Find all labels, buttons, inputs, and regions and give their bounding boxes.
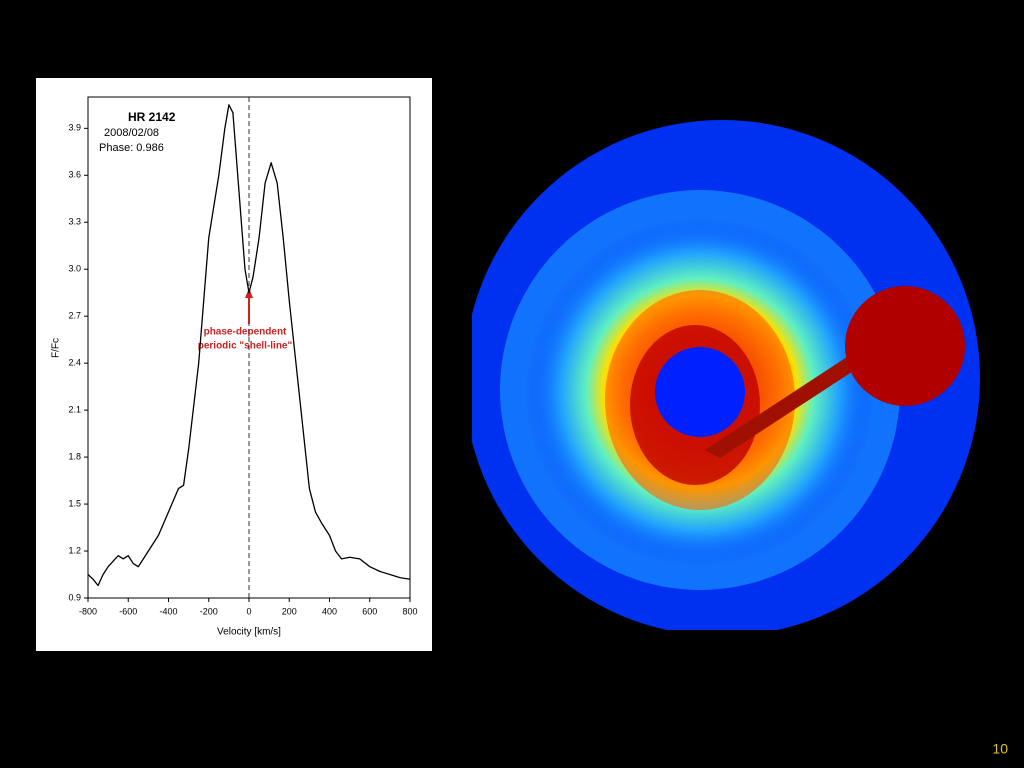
x-axis-label: Velocity [km/s]: [217, 627, 281, 638]
simulation-image: [472, 120, 980, 630]
chart: HR 2142 2008/02/08 Phase: 0.986 phase-de…: [51, 96, 418, 638]
x-tick-label: -200: [200, 606, 218, 616]
x-tick-label: 400: [322, 606, 337, 616]
x-tick-label: -800: [79, 606, 97, 616]
chart-panel: [36, 78, 432, 651]
x-tick-label: -400: [159, 606, 177, 616]
y-tick-label: 1.5: [68, 498, 81, 508]
x-tick-label: -600: [119, 606, 137, 616]
page-number: 10: [992, 741, 1008, 757]
y-tick-label: 3.3: [68, 217, 81, 227]
y-tick-label: 2.1: [68, 405, 81, 415]
annotation: Phase: 0.986: [99, 142, 164, 154]
x-tick-label: 800: [402, 606, 417, 616]
annotation: phase-dependent: [204, 327, 287, 338]
y-tick-label: 2.7: [68, 311, 81, 321]
line-series: [87, 104, 411, 587]
sim-stream: [705, 355, 858, 458]
y-axis-label: F/Fc: [51, 338, 62, 358]
y-tick-label: 3.9: [68, 123, 81, 133]
sim-star: [655, 347, 745, 437]
y-tick-label: 0.9: [68, 592, 81, 602]
chart-title: HR 2142: [128, 110, 176, 124]
y-tick-label: 1.2: [68, 545, 81, 555]
annotation: periodic "shell-line": [198, 341, 293, 352]
x-tick-label: 0: [246, 606, 251, 616]
y-tick-label: 2.4: [68, 358, 81, 368]
y-tick-label: 1.8: [68, 451, 81, 461]
y-tick-label: 3.6: [68, 170, 81, 180]
x-tick-label: 600: [362, 606, 377, 616]
sim-companion: [845, 286, 965, 406]
y-tick-label: 3.0: [68, 264, 81, 274]
annotation: 2008/02/08: [104, 127, 159, 139]
x-tick-label: 200: [282, 606, 297, 616]
